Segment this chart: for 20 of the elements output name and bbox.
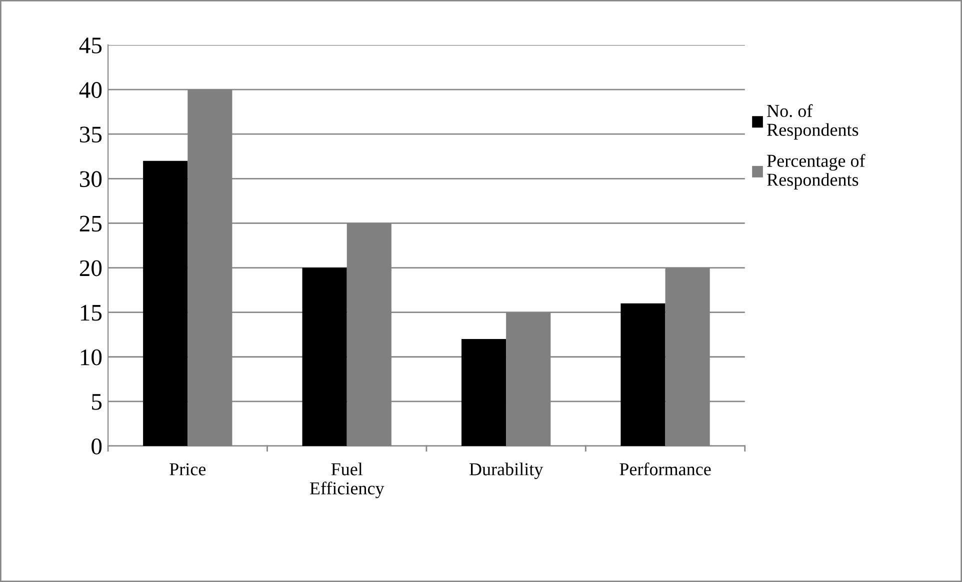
legend-label: Percentage of Respondents xyxy=(767,154,866,190)
y-tick-label: 40 xyxy=(79,82,102,98)
x-tick-label: Durability xyxy=(469,462,544,480)
y-tick-label: 35 xyxy=(80,126,102,143)
y-tick-label: 0 xyxy=(92,438,102,454)
bar xyxy=(461,339,506,446)
y-tick-label: 30 xyxy=(80,171,102,188)
bar xyxy=(143,160,188,446)
y-tick-label: 45 xyxy=(79,38,102,54)
bar xyxy=(302,268,347,446)
x-tick-label: Performance xyxy=(620,462,711,476)
y-tick-label: 20 xyxy=(80,260,102,276)
y-tick-label: 10 xyxy=(80,349,102,366)
x-tick-label: Price xyxy=(170,463,206,476)
y-tick-label: 15 xyxy=(80,304,102,321)
legend-label: No. of Respondents xyxy=(767,104,858,140)
bar xyxy=(620,303,666,446)
x-tick-label: Fuel Efficiency xyxy=(310,462,384,498)
y-tick-label: 5 xyxy=(92,394,102,410)
y-tick-label: 25 xyxy=(80,216,102,232)
